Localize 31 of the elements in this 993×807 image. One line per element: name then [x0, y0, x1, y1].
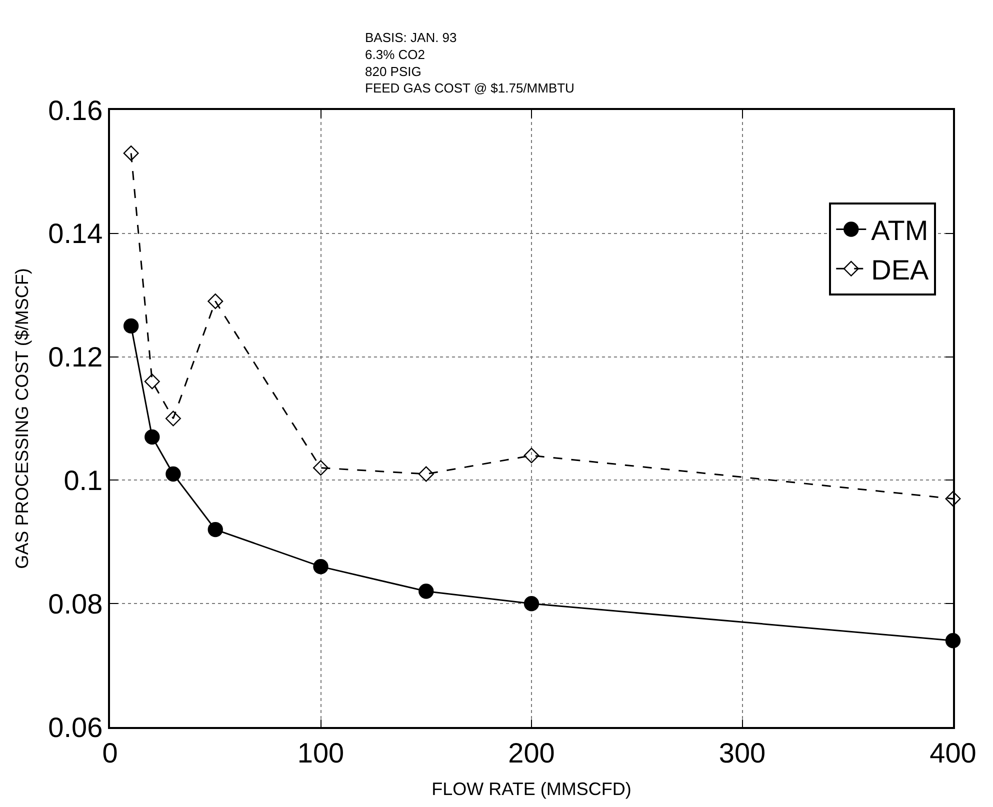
point [524, 448, 540, 464]
x-tick-label: 300 [718, 737, 766, 768]
y-tick-label: 0.12 [48, 342, 103, 373]
point [123, 318, 139, 334]
x-tick-label: 100 [297, 737, 344, 768]
point [418, 466, 434, 482]
point [313, 460, 328, 476]
point [144, 374, 160, 390]
point [524, 596, 540, 612]
legend-label: DEA [871, 254, 930, 286]
point [123, 145, 139, 161]
point [166, 466, 181, 482]
point [313, 558, 328, 574]
point [144, 429, 160, 445]
x-tick-label: 200 [508, 737, 555, 768]
legend-label: ATM [871, 215, 928, 246]
y-tick-label: 0.08 [48, 588, 103, 620]
y-tick-label: 0.14 [48, 218, 103, 250]
point [945, 490, 961, 506]
text: BASIS: JAN. 93 6.3% CO2 820 PSIG FEED GAS COST @ $1.75/MMBTU [365, 30, 574, 96]
x-tick-label: 0 [102, 737, 118, 768]
y-tick-label: 0.06 [48, 712, 103, 743]
y-tick-label: 0.1 [64, 465, 103, 496]
point [165, 410, 181, 426]
y-tick-label: 0.16 [48, 94, 103, 126]
point [208, 294, 224, 310]
y-axis-title: GAS PROCESSING COST ($/MSCF) [12, 268, 32, 569]
x-axis-title: FLOW RATE (MMSCFD) [432, 778, 632, 799]
point [208, 522, 223, 538]
x-tick-label: 400 [930, 737, 976, 768]
point [418, 584, 434, 599]
